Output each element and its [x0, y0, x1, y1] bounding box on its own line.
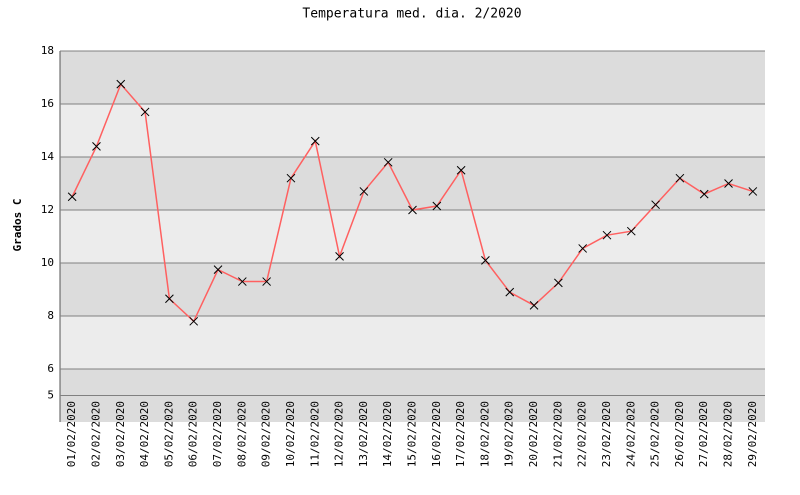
point-marker: [748, 187, 758, 196]
point-marker: [578, 244, 588, 253]
x-tick-label: 18/02/2020: [478, 401, 491, 467]
x-tick-label: 10/02/2020: [284, 401, 297, 467]
y-tick-label: 14: [41, 150, 55, 163]
x-tick-label: 01/02/2020: [65, 401, 78, 467]
point-marker: [651, 200, 660, 210]
x-tick-label: 12/02/2020: [333, 401, 346, 467]
x-tick-label: 02/02/2020: [89, 401, 102, 467]
x-tick-label: 09/02/2020: [260, 401, 273, 467]
point-marker: [67, 192, 77, 202]
point-marker: [262, 277, 271, 286]
y-tick-label: 10: [41, 256, 54, 269]
point-marker: [408, 205, 417, 215]
point-marker: [116, 79, 126, 89]
y-tick-label: 18: [41, 44, 54, 57]
x-tick-label: 23/02/2020: [600, 401, 613, 467]
point-marker: [505, 287, 515, 297]
x-tick-label: 25/02/2020: [649, 401, 662, 467]
point-marker: [383, 157, 393, 167]
point-marker: [529, 301, 539, 310]
point-marker: [335, 252, 344, 261]
point-marker: [310, 136, 320, 146]
point-marker: [432, 201, 442, 211]
point-marker: [675, 173, 685, 183]
y-tick-label: 8: [47, 309, 54, 322]
point-marker: [724, 179, 733, 188]
point-marker: [626, 226, 636, 236]
x-tick-label: 15/02/2020: [406, 401, 419, 467]
x-tick-label: 06/02/2020: [187, 401, 200, 467]
x-tick-label: 08/02/2020: [235, 401, 248, 467]
x-tick-label: 28/02/2020: [722, 401, 735, 467]
point-marker: [213, 265, 223, 274]
x-tick-label: 11/02/2020: [308, 401, 321, 467]
y-tick-label: 12: [41, 203, 54, 216]
x-tick-label: 26/02/2020: [673, 401, 686, 467]
point-marker: [359, 187, 369, 196]
x-tick-label: 22/02/2020: [576, 401, 589, 467]
point-marker: [481, 255, 490, 265]
point-marker: [189, 316, 199, 326]
y-tick-label: 5: [47, 389, 54, 402]
y-tick-label: 6: [47, 362, 54, 375]
x-tick-label: 19/02/2020: [503, 401, 516, 467]
x-tick-label: 17/02/2020: [454, 401, 467, 467]
plot-background: [60, 51, 765, 422]
point-marker: [699, 189, 709, 199]
point-marker: [237, 277, 247, 286]
point-marker: [456, 165, 466, 175]
x-tick-label: 07/02/2020: [211, 401, 224, 467]
x-tick-label: 27/02/2020: [697, 401, 710, 467]
x-tick-label: 14/02/2020: [381, 401, 394, 467]
y-axis-label: Grados C: [11, 199, 24, 252]
point-marker: [140, 107, 150, 117]
y-tick-label: 16: [41, 97, 54, 110]
x-tick-label: 20/02/2020: [527, 401, 540, 467]
x-tick-label: 24/02/2020: [624, 401, 637, 467]
point-marker: [92, 142, 101, 151]
x-tick-label: 04/02/2020: [138, 401, 151, 467]
x-tick-label: 29/02/2020: [746, 401, 759, 467]
chart-title: Temperatura med. dia. 2/2020: [302, 7, 521, 22]
x-tick-label: 03/02/2020: [114, 401, 127, 467]
x-tick-label: 05/02/2020: [162, 401, 175, 467]
x-tick-label: 16/02/2020: [430, 401, 443, 467]
x-tick-label: 21/02/2020: [551, 401, 564, 467]
point-marker: [286, 173, 296, 183]
point-marker: [165, 294, 174, 304]
point-marker: [554, 278, 563, 288]
point-marker: [602, 230, 612, 240]
x-tick-label: 13/02/2020: [357, 401, 370, 467]
